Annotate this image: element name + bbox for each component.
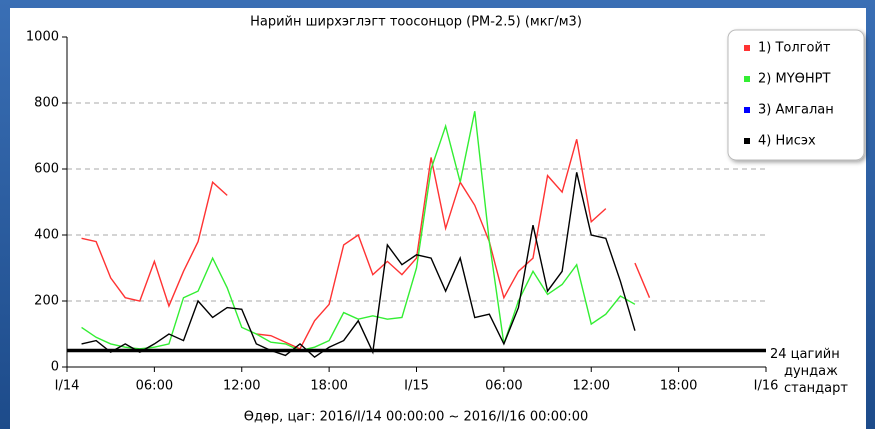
x-tick-label: 12:00 [573,379,610,394]
y-tick-label: 1000 [26,30,59,45]
panel [10,8,866,429]
x-tick-label: I/16 [754,379,779,394]
legend-marker [744,138,750,144]
legend-label: 1) Толгойт [758,41,831,56]
x-tick-label: I/15 [404,379,429,394]
legend-label: 4) Нисэх [758,134,816,149]
legend-marker [744,45,750,51]
reference-label: дундаж [784,364,838,379]
y-tick-label: 600 [34,162,59,177]
series-line [81,172,636,358]
legend-label: 3) Амгалан [758,103,834,118]
chart-title: Нарийн ширхэглэгт тоосонцор (PM-2.5) (мк… [250,15,582,30]
series-line [81,111,636,352]
x-axis-label: Өдөр, цаг: 2016/I/14 00:00:00 ~ 2016/I/1… [244,410,588,425]
reference-label: стандарт [784,381,848,396]
y-tick-label: 0 [51,360,59,375]
legend-label: 2) МҮӨНРТ [758,72,830,87]
legend: 1) Толгойт 2) МҮӨНРТ 3) Амгалан 4) Нисэх [727,29,865,161]
x-tick-label: 06:00 [136,379,173,394]
x-tick-label: 18:00 [660,379,697,394]
series-line [81,139,651,350]
legend-marker [744,107,750,113]
x-tick-label: 06:00 [485,379,522,394]
y-tick-label: 400 [34,228,59,243]
x-tick-label: I/14 [55,379,80,394]
y-tick-label: 800 [34,96,59,111]
legend-marker [744,76,750,82]
x-tick-label: 12:00 [223,379,260,394]
x-tick-label: 18:00 [310,379,347,394]
reference-label: 24 цагийн [770,347,840,362]
legend-box [727,29,865,161]
y-tick-label: 200 [34,294,59,309]
